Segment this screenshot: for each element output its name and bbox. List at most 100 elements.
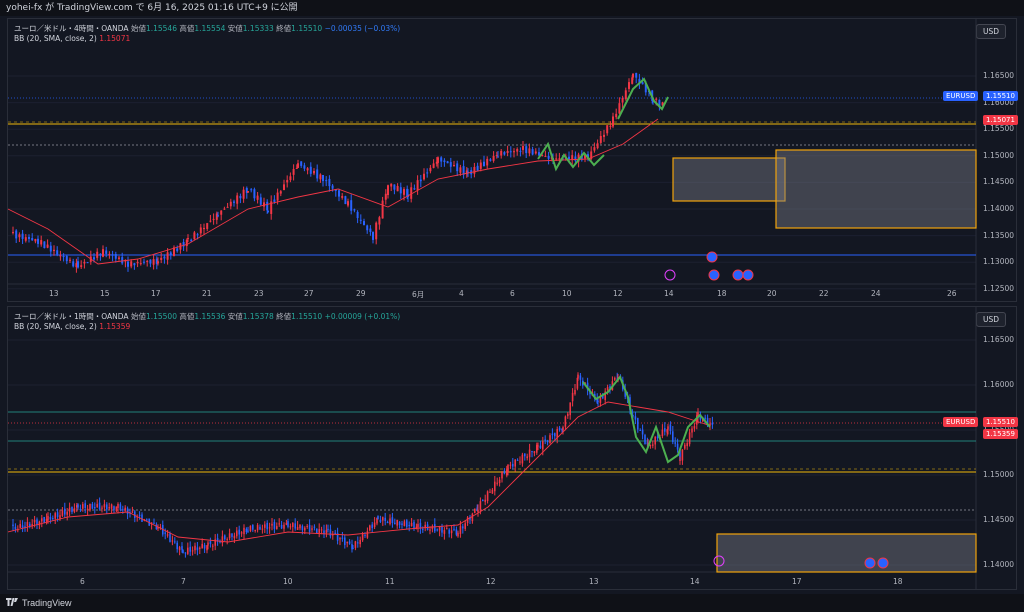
candle-body (229, 201, 232, 207)
candle-body (103, 504, 106, 508)
candle-body (169, 252, 172, 256)
candle-body (704, 417, 706, 419)
candle-body (711, 422, 714, 425)
legend-symbol: ユーロ／米ドル・4時間・OANDA (14, 24, 129, 33)
candle-body (561, 428, 563, 431)
candle-body (327, 528, 329, 530)
candle-body (446, 528, 448, 530)
candle-body (259, 526, 261, 530)
chart-panel-1h[interactable]: ユーロ／米ドル・1時間・OANDA 始値1.15500 高値1.15536 安値… (7, 306, 1018, 590)
candle-body (435, 161, 438, 164)
y-axis-tick-label: 1.12500 (983, 283, 1015, 293)
candle-body (341, 196, 344, 198)
swing-path-line (537, 141, 605, 172)
candle-body (691, 428, 693, 433)
candle-body (38, 521, 41, 526)
candle-body (351, 544, 353, 550)
candle-body (325, 529, 328, 533)
candle-body (309, 166, 312, 174)
candle-body (122, 509, 124, 511)
candle-body (242, 189, 245, 199)
candle-body (203, 545, 206, 549)
candle-body (539, 445, 542, 449)
x-axis-tick-label: 20 (767, 289, 777, 298)
candle-body (276, 192, 279, 201)
supply-zone-box (672, 157, 786, 202)
candle-body (555, 158, 558, 160)
candle-body (618, 103, 621, 114)
candle-body (299, 524, 301, 529)
candle-body (31, 238, 34, 241)
currency-button[interactable]: USD (975, 24, 1006, 39)
candle-body (223, 208, 226, 210)
legend-change: −0.00035 (−0.03%) (324, 24, 401, 33)
candle-body (256, 525, 259, 531)
candle-body (423, 173, 425, 180)
candlestick-chart-1h[interactable] (8, 307, 1016, 589)
candle-body (396, 185, 399, 192)
candle-body (306, 526, 308, 528)
legend-low: 1.15333 (242, 24, 274, 33)
candle-body (236, 195, 239, 204)
candle-body (191, 550, 194, 552)
candle-body (174, 541, 176, 543)
candle-body (666, 429, 668, 433)
candle-body (609, 386, 611, 389)
candle-body (108, 507, 110, 509)
legend-low: 1.15378 (242, 312, 274, 321)
y-axis-tick-label: 1.15500 (983, 124, 1015, 134)
legend-bb-row: BB (20, SMA, close, 2) 1.15071 (14, 34, 130, 43)
candle-body (609, 125, 612, 127)
candle-body (646, 442, 649, 445)
candle-body (528, 148, 531, 154)
candle-body (571, 155, 574, 160)
candle-body (34, 239, 37, 242)
footer-bar: TradingView (0, 594, 1024, 612)
candle-body (24, 237, 27, 241)
candle-body (332, 534, 334, 536)
candle-body (338, 190, 340, 197)
candle-body (313, 526, 316, 528)
x-axis-tick-label: 4 (459, 289, 464, 298)
candle-body (632, 415, 634, 417)
candle-body (606, 387, 609, 390)
candle-body (464, 523, 466, 529)
candle-body (413, 521, 415, 529)
candle-body (84, 503, 86, 509)
candle-body (693, 426, 696, 429)
candle-body (544, 439, 546, 441)
candle-body (628, 82, 630, 89)
candle-body (316, 169, 319, 179)
candle-body (509, 151, 512, 153)
candle-body (491, 489, 494, 494)
candle-body (280, 525, 283, 529)
price-tag-bb: 1.15071 (983, 115, 1018, 125)
candlestick-chart-4h[interactable] (8, 19, 1016, 301)
x-axis-tick-label: 26 (947, 289, 957, 298)
candle-body (318, 529, 320, 533)
candle-body (422, 528, 424, 530)
demand-zone-box (716, 533, 977, 573)
candle-body (328, 178, 331, 187)
candle-body (709, 423, 711, 426)
candle-body (576, 377, 579, 389)
candle-body (182, 550, 184, 554)
candle-body (209, 541, 212, 544)
candle-body (549, 435, 551, 444)
price-tag-symbol: EURUSD (943, 91, 979, 101)
candle-body (449, 162, 452, 167)
legend-bb-row: BB (20, SMA, close, 2) 1.15359 (14, 322, 130, 331)
candle-body (289, 176, 292, 181)
candle-body (119, 504, 122, 510)
x-axis-tick-label: 13 (589, 577, 599, 586)
candle-body (304, 527, 306, 531)
candle-body (166, 252, 169, 260)
candle-body (286, 180, 289, 183)
chart-panel-4h[interactable]: ユーロ／米ドル・4時間・OANDA 始値1.15546 高値1.15554 安値… (7, 18, 1018, 346)
candle-body (604, 391, 606, 401)
candle-body (438, 527, 441, 531)
candle-body (105, 250, 108, 254)
candle-body (503, 152, 506, 155)
candle-body (551, 433, 554, 436)
candle-body (72, 261, 75, 267)
